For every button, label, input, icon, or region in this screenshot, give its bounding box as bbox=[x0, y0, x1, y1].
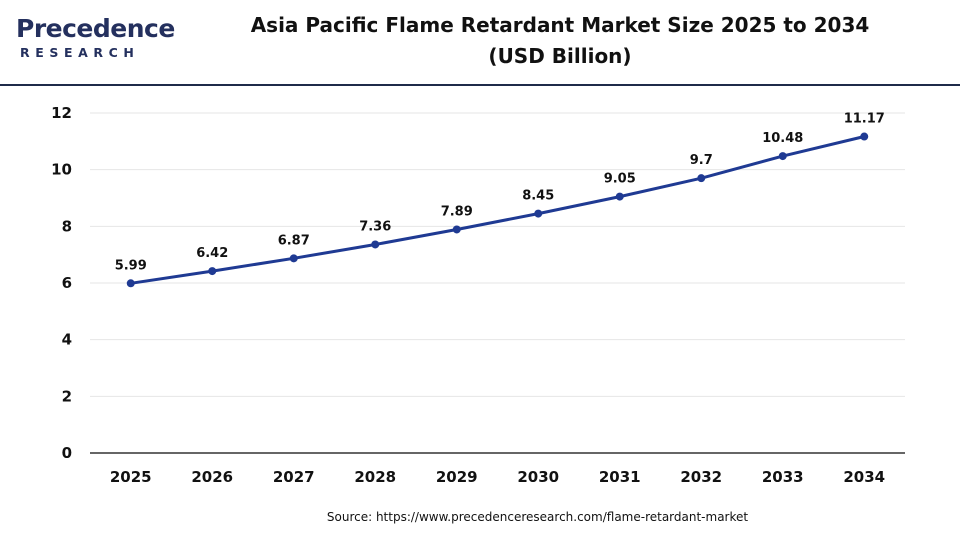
data-label: 9.05 bbox=[604, 172, 636, 187]
header-divider bbox=[0, 84, 960, 86]
data-label: 6.42 bbox=[196, 246, 228, 261]
chart-title-line1: Asia Pacific Flame Retardant Market Size… bbox=[250, 13, 870, 37]
data-point bbox=[289, 254, 298, 263]
chart-title: Asia Pacific Flame Retardant Market Size… bbox=[200, 10, 920, 72]
y-tick-label: 12 bbox=[51, 104, 72, 122]
data-label: 7.89 bbox=[441, 204, 473, 219]
data-label: 11.17 bbox=[844, 112, 885, 127]
x-tick-label: 2034 bbox=[843, 468, 885, 486]
data-label: 10.48 bbox=[762, 131, 803, 146]
y-tick-label: 2 bbox=[62, 387, 72, 405]
x-tick-label: 2028 bbox=[354, 468, 396, 486]
x-tick-label: 2033 bbox=[762, 468, 804, 486]
logo-subtitle: RESEARCH bbox=[20, 45, 140, 60]
data-point bbox=[615, 192, 624, 201]
series-line bbox=[130, 135, 865, 285]
x-tick-label: 2030 bbox=[517, 468, 559, 486]
data-label: 9.7 bbox=[690, 153, 713, 168]
x-tick-label: 2027 bbox=[273, 468, 315, 486]
data-point bbox=[778, 152, 787, 161]
data-point bbox=[126, 279, 135, 288]
logo-word: Precedence bbox=[16, 14, 175, 43]
x-tick-label: 2031 bbox=[599, 468, 641, 486]
data-label: 7.36 bbox=[359, 219, 391, 234]
x-tick-label: 2025 bbox=[110, 468, 152, 486]
y-tick-label: 10 bbox=[51, 161, 72, 179]
chart-title-line2: (USD Billion) bbox=[488, 44, 632, 68]
x-tick-label: 2026 bbox=[191, 468, 233, 486]
data-point bbox=[371, 240, 380, 249]
y-tick-label: 0 bbox=[62, 444, 72, 462]
y-tick-label: 4 bbox=[62, 331, 72, 349]
data-point bbox=[697, 174, 706, 183]
x-tick-label: 2029 bbox=[436, 468, 478, 486]
header: Precedence RESEARCH Asia Pacific Flame R… bbox=[0, 0, 960, 84]
y-tick-label: 8 bbox=[62, 217, 72, 235]
data-label: 8.45 bbox=[522, 189, 554, 204]
data-point bbox=[452, 225, 461, 234]
x-tick-label: 2032 bbox=[680, 468, 722, 486]
data-label: 5.99 bbox=[115, 258, 147, 273]
source-note: Source: https://www.precedenceresearch.c… bbox=[326, 510, 749, 524]
precedence-research-logo: Precedence RESEARCH bbox=[16, 14, 175, 64]
line-chart: 0 2 4 6 8 10 12 2025 2026 2027 2028 2029 2030 2031 203… bbox=[51, 104, 905, 486]
data-point bbox=[860, 132, 869, 141]
y-tick-label: 6 bbox=[62, 274, 72, 292]
data-label: 6.87 bbox=[278, 233, 310, 248]
data-point bbox=[534, 209, 543, 218]
data-point bbox=[208, 267, 217, 276]
